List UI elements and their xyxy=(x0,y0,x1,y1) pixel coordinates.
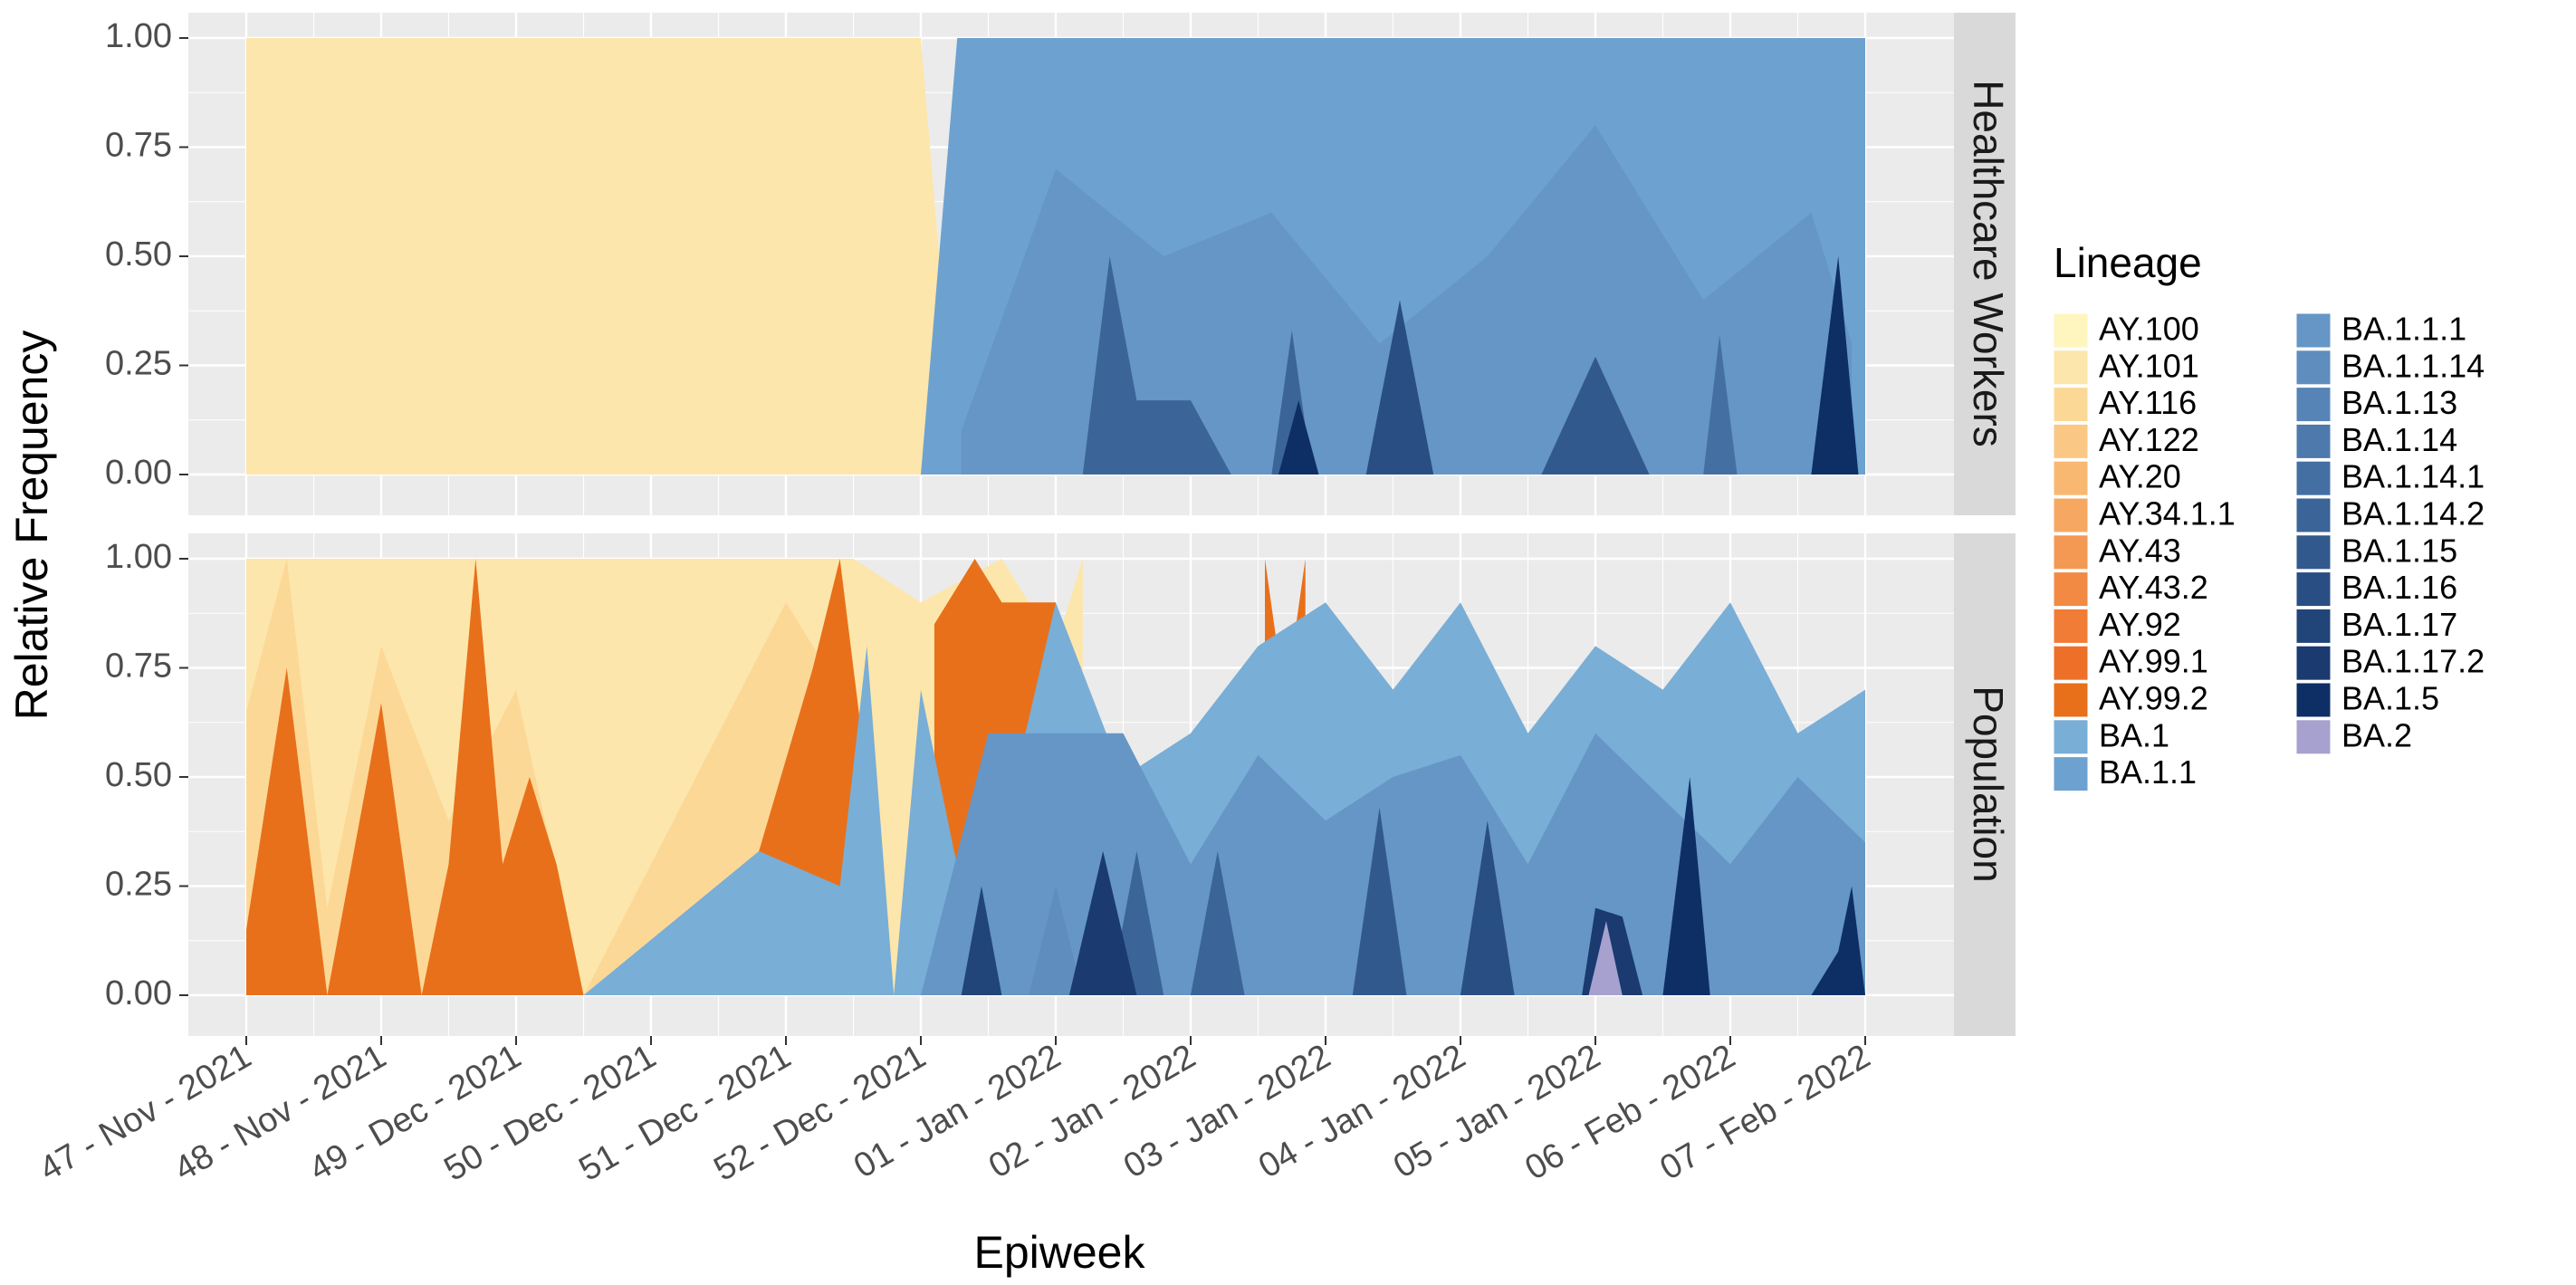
legend-key-AY-99-1 xyxy=(2053,645,2089,681)
x-axis-title: Epiweek xyxy=(974,1227,1146,1278)
legend-label-BA-2: BA.2 xyxy=(2341,716,2412,753)
y-tick-label-1-1: 0.25 xyxy=(105,866,172,904)
legend-label-BA-1: BA.1 xyxy=(2099,716,2169,753)
legend-key-AY-101 xyxy=(2053,350,2089,386)
legend-key-BA-1-15 xyxy=(2295,534,2332,571)
y-tick-label-0-2: 0.50 xyxy=(105,235,172,273)
area-0-BA-1-16-5 xyxy=(1365,300,1434,475)
y-tick-label-1-0: 0.00 xyxy=(105,974,172,1012)
legend-key-AY-20 xyxy=(2053,460,2089,496)
legend-key-BA-1 xyxy=(2053,719,2089,755)
area-1-BA-1-5-17 xyxy=(1811,886,1865,995)
area-0-BA-1-14-1-7 xyxy=(1703,334,1738,475)
legend-key-AY-99-2 xyxy=(2053,682,2089,718)
area-0-AY-101-0 xyxy=(246,38,958,475)
legend-key-BA-1-14-1 xyxy=(2295,460,2332,496)
legend-label-AY-43-2: AY.43.2 xyxy=(2099,569,2208,606)
legend-title: Lineage xyxy=(2054,239,2202,286)
area-0-BA-1-15-6 xyxy=(1541,356,1650,475)
y-tick-label-0-0: 0.00 xyxy=(105,454,172,492)
legend-key-AY-34-1-1 xyxy=(2053,497,2089,533)
legend-label-BA-1-17: BA.1.17 xyxy=(2341,606,2457,643)
facet-label-population: Population xyxy=(1965,686,2012,882)
legend-label-AY-116: AY.116 xyxy=(2099,384,2197,421)
legend-label-AY-101: AY.101 xyxy=(2099,347,2199,384)
legend-key-BA-1-1-1 xyxy=(2295,312,2332,349)
area-1-BA-1-17-13 xyxy=(961,886,1002,995)
legend-label-BA-1-14: BA.1.14 xyxy=(2341,421,2457,458)
legend-label-AY-34-1-1: AY.34.1.1 xyxy=(2099,495,2236,532)
legend-label-AY-99-2: AY.99.2 xyxy=(2099,680,2208,717)
legend-label-BA-1-1-1: BA.1.1.1 xyxy=(2341,311,2466,348)
area-1-BA-1-1-14-8 xyxy=(1029,886,1083,995)
legend-label-BA-1-14-1: BA.1.14.1 xyxy=(2341,458,2485,495)
legend-key-BA-1-17 xyxy=(2295,608,2332,644)
area-0-BA-1-14-2-3 xyxy=(1082,256,1231,475)
area-0-BA-1-5-8 xyxy=(1278,400,1319,475)
legend-label-BA-1-17-2: BA.1.17.2 xyxy=(2341,643,2485,680)
area-1-BA-1-1-1-7 xyxy=(921,733,1865,995)
legend-key-AY-100 xyxy=(2053,312,2089,349)
y-tick-label-1-4: 1.00 xyxy=(105,538,172,576)
y-tick-label-1-2: 0.50 xyxy=(105,756,172,794)
legend-key-BA-1-13 xyxy=(2295,387,2332,423)
y-axis-title: Relative Frequency xyxy=(6,331,57,721)
area-1-BA-2-18 xyxy=(1588,921,1623,995)
y-tick-label-0-1: 0.25 xyxy=(105,345,172,383)
area-1-BA-1-17-2-14 xyxy=(1068,850,1137,995)
legend-key-AY-43 xyxy=(2053,534,2089,571)
legend-label-BA-1-1: BA.1.1 xyxy=(2099,753,2197,791)
area-1-BA-1-14-2-10 xyxy=(1191,850,1245,995)
legend-label-BA-1-5: BA.1.5 xyxy=(2341,680,2439,717)
legend: AY.100AY.101AY.116AY.122AY.20AY.34.1.1AY… xyxy=(2053,311,2485,792)
legend-key-BA-1-5 xyxy=(2295,682,2332,718)
legend-key-BA-1-1-14 xyxy=(2295,350,2332,386)
y-tick-label-0-3: 0.75 xyxy=(105,127,172,165)
legend-key-BA-1-17-2 xyxy=(2295,645,2332,681)
legend-key-BA-1-16 xyxy=(2295,571,2332,608)
legend-label-AY-92: AY.92 xyxy=(2099,606,2181,643)
facet-strip-healthcare-workers xyxy=(1954,13,2016,515)
area-1-BA-1-5-16 xyxy=(1662,777,1710,995)
legend-key-BA-1-14-2 xyxy=(2295,497,2332,533)
legend-label-AY-100: AY.100 xyxy=(2099,311,2199,348)
area-0-BA-1-1-1-2 xyxy=(961,125,1853,475)
y-tick-label-1-3: 0.75 xyxy=(105,647,172,686)
legend-key-AY-92 xyxy=(2053,608,2089,644)
legend-label-BA-1-15: BA.1.15 xyxy=(2341,532,2457,569)
facet-strip-population xyxy=(1954,533,2016,1036)
y-tick-label-0-4: 1.00 xyxy=(105,17,172,55)
area-0-BA-1-5-9 xyxy=(1811,256,1859,475)
legend-key-BA-1-14 xyxy=(2295,423,2332,459)
legend-label-BA-1-1-14: BA.1.1.14 xyxy=(2341,347,2485,384)
area-1-AY-99-2-2 xyxy=(246,559,584,995)
legend-label-BA-1-14-2: BA.1.14.2 xyxy=(2341,495,2485,532)
legend-key-AY-43-2 xyxy=(2053,571,2089,608)
legend-key-BA-1-1 xyxy=(2053,756,2089,792)
legend-key-AY-122 xyxy=(2053,423,2089,459)
legend-label-BA-1-13: BA.1.13 xyxy=(2341,384,2457,421)
legend-key-BA-2 xyxy=(2295,719,2332,755)
legend-key-AY-116 xyxy=(2053,387,2089,423)
legend-label-AY-43: AY.43 xyxy=(2099,532,2181,569)
legend-label-BA-1-16: BA.1.16 xyxy=(2341,569,2457,606)
legend-label-AY-122: AY.122 xyxy=(2099,421,2199,458)
legend-label-AY-99-1: AY.99.1 xyxy=(2099,643,2208,680)
area-1-BA-1-15-11 xyxy=(1352,807,1407,995)
legend-label-AY-20: AY.20 xyxy=(2099,458,2181,495)
facet-label-healthcare-workers: Healthcare Workers xyxy=(1965,80,2012,447)
area-1-BA-1-16-12 xyxy=(1460,820,1515,995)
